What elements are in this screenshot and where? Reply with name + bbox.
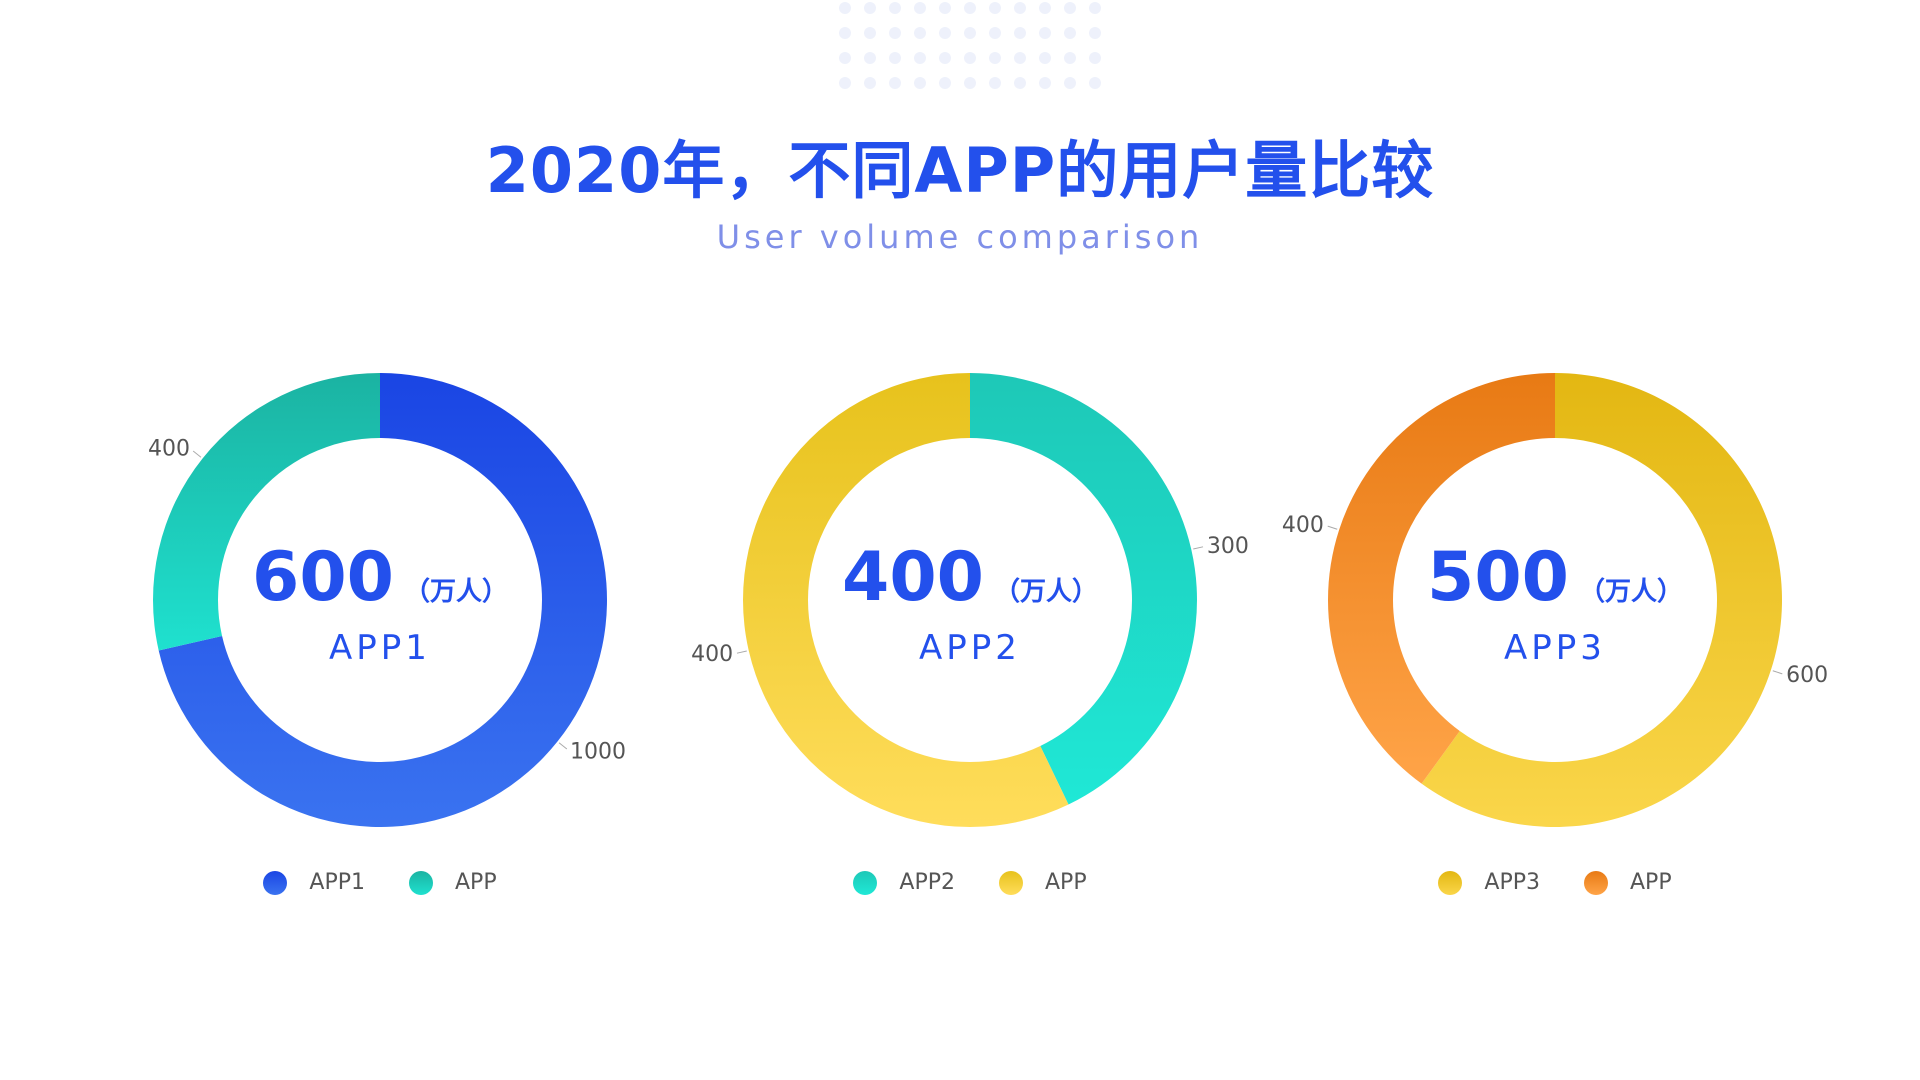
dot-grid-decoration [839,2,1101,89]
legend-dot-icon [999,870,1023,895]
legend-label: APP [1630,870,1672,895]
label-leader-line [192,450,202,458]
chart-legend: APP1 APP [100,870,660,895]
legend-dot-icon [409,870,433,895]
center-value: 500 [1427,538,1569,617]
slice-value-label: 1000 [570,740,626,765]
center-total: 400 （万人） [690,538,1250,617]
legend-label: APP2 [899,870,955,895]
legend-item[interactable]: APP3 [1438,870,1540,895]
legend-dot-icon [1438,870,1463,895]
donut-svg: 600 400 [1282,373,1828,827]
donut-chart-app1: 1000 400 600 （万人） APP1 APP1 APP [100,330,660,950]
label-leader-line [736,650,747,654]
donut-slice-app[interactable] [743,373,1069,827]
label-leader-line [1772,670,1783,675]
center-app-name: APP2 [919,628,1021,668]
center-unit: （万人） [403,577,508,607]
center-app-name: APP3 [1504,628,1606,668]
legend-dot-icon [1584,870,1608,895]
center-unit: （万人） [1578,577,1683,607]
donut-svg: 300 400 [691,373,1249,827]
legend-item[interactable]: APP [1584,870,1672,895]
chart-legend: APP3 APP [1275,870,1835,895]
slice-value-label: 400 [691,642,733,667]
legend-item[interactable]: APP [999,870,1087,895]
label-leader-line [1327,525,1338,530]
slice-value-label: 600 [1786,663,1828,688]
donut-slice-app3[interactable] [1421,373,1782,827]
donut-chart-app3: 600 400 500 （万人） APP3 APP3 APP [1275,330,1835,950]
center-app-name: APP1 [329,628,431,668]
donut-svg: 1000 400 [148,373,626,827]
label-leader-line [1193,546,1204,550]
legend-label: APP [455,870,497,895]
center-total: 600 （万人） [100,538,660,617]
legend-label: APP3 [1484,870,1540,895]
label-leader-line [558,742,568,750]
center-unit: （万人） [993,577,1098,607]
chart-legend: APP2 APP [690,870,1250,895]
donut-slice-app[interactable] [1328,373,1555,784]
legend-label: APP [1045,870,1087,895]
page-title: 2020年，不同APP的用户量比较 [485,134,1435,207]
slice-value-label: 400 [148,436,190,461]
donut-slice-app[interactable] [153,373,380,651]
slice-value-label: 300 [1207,534,1249,559]
legend-dot-icon [263,870,288,895]
legend-item[interactable]: APP [409,870,497,895]
legend-item[interactable]: APP2 [853,870,955,895]
slice-value-label: 400 [1282,513,1324,538]
center-total: 500 （万人） [1275,538,1835,617]
legend-item[interactable]: APP1 [263,870,365,895]
legend-dot-icon [853,870,878,895]
page-subtitle: User volume comparison [716,218,1204,256]
center-value: 400 [842,538,984,617]
donut-chart-app2: 300 400 400 （万人） APP2 APP2 APP [690,330,1250,950]
legend-label: APP1 [309,870,365,895]
donut-slice-app2[interactable] [970,373,1197,805]
center-value: 600 [252,538,394,617]
